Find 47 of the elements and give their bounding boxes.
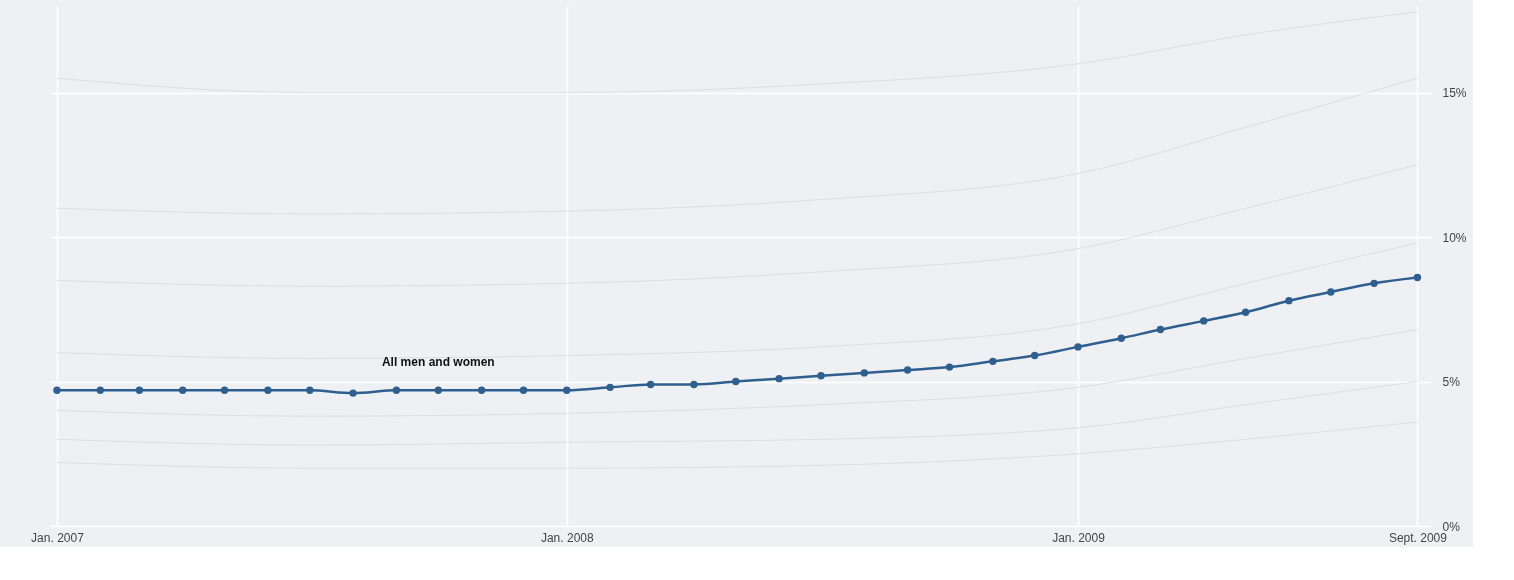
line-series [56,11,1418,94]
point [817,372,825,380]
point [264,386,272,394]
point [860,369,869,377]
point [392,386,401,394]
point [434,386,443,394]
x-tick-label: Jan. 2009 [1052,530,1106,545]
point [1370,279,1378,288]
point [903,366,912,374]
point [1117,334,1126,342]
point [96,386,104,394]
point [1031,351,1039,360]
point [1413,273,1422,282]
point [690,380,698,389]
point [606,383,614,392]
y-tick-label: 15% [1442,86,1467,101]
line-series [56,242,1418,359]
y-tick-label: 5% [1442,375,1461,390]
point [135,386,144,394]
point [1285,296,1293,305]
point [306,386,314,394]
line-series [56,381,1418,446]
point [53,386,61,394]
point [1241,308,1250,316]
point [646,380,655,389]
point [1074,343,1082,351]
line-series [56,77,1418,215]
point [775,374,783,383]
line-series [56,164,1418,287]
point [945,363,954,371]
y-tick-label: 10% [1442,230,1467,245]
line-series [56,421,1418,469]
point [563,386,571,394]
x-tick-label: Jan. 2007 [31,530,85,545]
x-tick-label: Jan. 2008 [540,530,594,545]
point [220,386,229,394]
point [477,386,486,394]
point [519,386,528,394]
point [732,377,740,386]
point [178,386,187,394]
point [1156,325,1165,334]
point [1327,288,1335,296]
series-label: All men and women [381,355,495,370]
point [989,357,997,366]
point [1200,317,1208,325]
point [349,389,357,397]
line-series [56,329,1418,417]
